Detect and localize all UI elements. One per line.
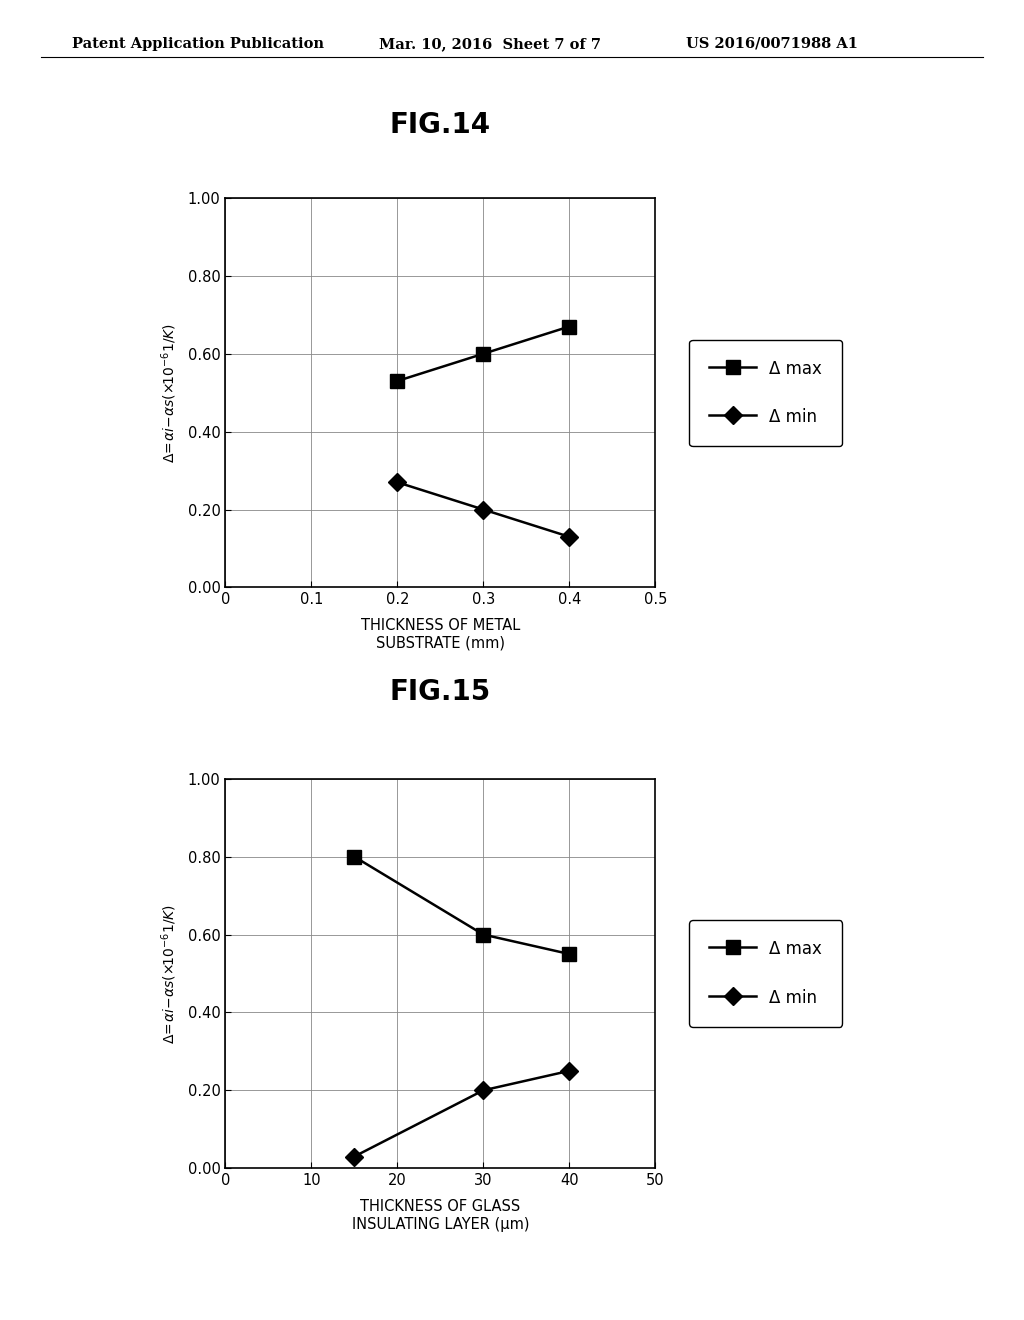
Text: FIG.15: FIG.15: [390, 678, 490, 706]
Δ min: [563, 1063, 575, 1078]
Y-axis label: $\Delta\!=\!\alpha i\!-\!\alpha s(\times\!10^{-6}1/K)$: $\Delta\!=\!\alpha i\!-\!\alpha s(\times…: [160, 903, 179, 1044]
Δ max: [563, 318, 575, 334]
Line: Δ max: Δ max: [347, 850, 577, 961]
Δ min: [391, 474, 403, 490]
Text: US 2016/0071988 A1: US 2016/0071988 A1: [686, 37, 858, 51]
Text: Patent Application Publication: Patent Application Publication: [72, 37, 324, 51]
Line: Δ min: Δ min: [391, 477, 575, 543]
Line: Δ max: Δ max: [390, 319, 577, 388]
X-axis label: THICKNESS OF GLASS
INSULATING LAYER (μm): THICKNESS OF GLASS INSULATING LAYER (μm): [351, 1199, 529, 1232]
X-axis label: THICKNESS OF METAL
SUBSTRATE (mm): THICKNESS OF METAL SUBSTRATE (mm): [360, 618, 520, 651]
Y-axis label: $\Delta\!=\!\alpha i\!-\!\alpha s(\times\!10^{-6}1/K)$: $\Delta\!=\!\alpha i\!-\!\alpha s(\times…: [160, 322, 179, 463]
Δ min: [563, 529, 575, 545]
Δ max: [391, 374, 403, 389]
Δ max: [563, 946, 575, 962]
Δ max: [348, 849, 360, 865]
Δ max: [477, 927, 489, 942]
Text: FIG.14: FIG.14: [390, 111, 490, 139]
Δ min: [348, 1148, 360, 1164]
Legend: Δ max, Δ min: Δ max, Δ min: [689, 339, 843, 446]
Δ max: [477, 346, 489, 362]
Legend: Δ max, Δ min: Δ max, Δ min: [689, 920, 843, 1027]
Line: Δ min: Δ min: [348, 1065, 575, 1163]
Δ min: [477, 502, 489, 517]
Δ min: [477, 1082, 489, 1098]
Text: Mar. 10, 2016  Sheet 7 of 7: Mar. 10, 2016 Sheet 7 of 7: [379, 37, 601, 51]
